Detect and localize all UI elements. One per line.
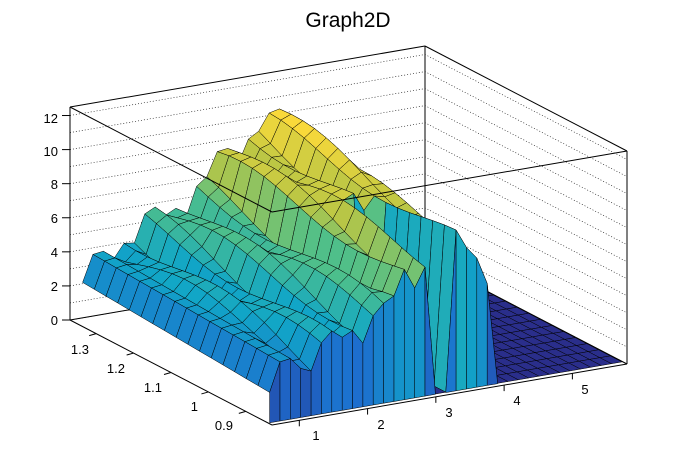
front-edges xyxy=(69,106,628,213)
y-tickmark xyxy=(126,352,134,356)
grid-line xyxy=(69,71,628,177)
surface-wall xyxy=(341,330,353,411)
surface-wall xyxy=(455,229,467,392)
surface-wall xyxy=(486,283,498,386)
z-tick-label: 0 xyxy=(51,313,58,328)
box-edge xyxy=(69,45,426,108)
surface-wall xyxy=(383,295,395,404)
x-tick-label: 3 xyxy=(445,405,452,420)
surface-wall xyxy=(424,267,436,397)
x-tick-label: 4 xyxy=(513,393,520,408)
z-tick-label: 10 xyxy=(44,144,58,159)
grid-line xyxy=(69,54,628,160)
surface-wall xyxy=(300,368,312,418)
z-tick-label: 8 xyxy=(51,177,58,192)
z-tick-label: 2 xyxy=(51,279,58,294)
x-axis-tickmarks xyxy=(298,373,573,427)
surface-wall xyxy=(352,329,364,409)
y-axis-tickmarks xyxy=(89,333,246,414)
surface-wall xyxy=(372,302,384,406)
x-axis-line xyxy=(271,363,628,426)
y-tick-label: 1.1 xyxy=(144,380,162,395)
x-tick-label: 1 xyxy=(312,428,319,443)
z-tick-label: 4 xyxy=(51,245,58,260)
x-axis: 1 2 3 4 5 xyxy=(271,363,628,443)
box-edge xyxy=(69,106,273,213)
z-tick-label: 12 xyxy=(44,111,58,126)
grid-line xyxy=(69,156,628,263)
grid-line xyxy=(69,105,628,211)
grid-line xyxy=(69,88,628,194)
y-tickmark xyxy=(238,410,246,414)
grid-line xyxy=(69,122,628,228)
y-axis: 0.9 1 1.1 1.2 1.3 xyxy=(69,319,273,433)
y-tickmark xyxy=(201,391,209,395)
surface-wall xyxy=(404,268,415,400)
x-tick-label: 2 xyxy=(377,417,384,432)
surface-wall xyxy=(321,330,333,415)
box-edge xyxy=(424,45,628,152)
surface-wall xyxy=(466,246,478,390)
surface-wall xyxy=(279,358,291,422)
z-axis-tickmarks xyxy=(62,115,70,321)
y-tickmark xyxy=(163,372,172,375)
surface-wall xyxy=(331,330,343,413)
y-tick-label: 1.3 xyxy=(71,342,89,357)
z-tick-label: 6 xyxy=(51,211,58,226)
grid-line xyxy=(69,139,628,245)
x-tick-label: 5 xyxy=(581,382,588,397)
z-axis: 0 2 4 6 8 10 12 xyxy=(44,107,71,328)
surface-wall xyxy=(414,266,426,399)
y-tickmark xyxy=(89,333,97,337)
surface-wall xyxy=(476,258,488,388)
surface-mesh xyxy=(82,108,623,424)
y-tick-label: 0.9 xyxy=(215,418,233,433)
chart-title: Graph2D xyxy=(305,9,390,32)
box-edge xyxy=(271,150,628,213)
surface-wall xyxy=(290,358,301,420)
y-tick-label: 1 xyxy=(191,399,198,414)
y-tick-label: 1.2 xyxy=(107,361,125,376)
